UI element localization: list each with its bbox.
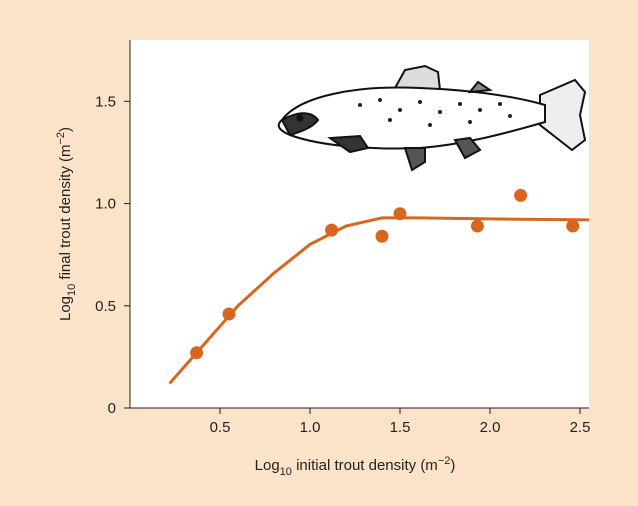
x-axis-label: Log10 initial trout density (m−2) xyxy=(255,455,456,478)
data-point xyxy=(393,207,407,221)
x-label-part: ) xyxy=(450,457,455,474)
data-point xyxy=(470,219,484,233)
x-tick-label: 2.5 xyxy=(570,419,591,436)
x-tick-label: 2.0 xyxy=(480,419,501,436)
y-tick-label: 1.0 xyxy=(95,196,116,213)
x-label-sup: −2 xyxy=(438,455,451,467)
data-point xyxy=(566,219,580,233)
y-tick-label: 0 xyxy=(108,400,116,417)
y-label-part: final trout density (m xyxy=(57,145,74,284)
data-point xyxy=(514,188,528,202)
x-label-part: initial trout density (m xyxy=(292,457,438,474)
x-label-part: Log xyxy=(255,457,280,474)
data-point xyxy=(375,229,389,243)
data-point xyxy=(325,223,339,237)
y-tick-label: 1.5 xyxy=(95,93,116,110)
x-tick-label: 1.5 xyxy=(390,419,411,436)
x-tick-label: 1.0 xyxy=(300,419,321,436)
y-axis-label: Log10 final trout density (m−2) xyxy=(55,127,78,321)
y-tick-label: 0.5 xyxy=(95,298,116,315)
x-label-sub: 10 xyxy=(280,466,292,478)
y-label-sup: −2 xyxy=(55,132,67,145)
fish-illustration xyxy=(277,64,587,172)
y-label-sub: 10 xyxy=(66,284,78,296)
x-tick-label: 0.5 xyxy=(210,419,231,436)
y-label-part: Log xyxy=(57,296,74,321)
y-label-part: ) xyxy=(57,127,74,132)
data-point xyxy=(222,307,236,321)
data-point xyxy=(190,346,204,360)
